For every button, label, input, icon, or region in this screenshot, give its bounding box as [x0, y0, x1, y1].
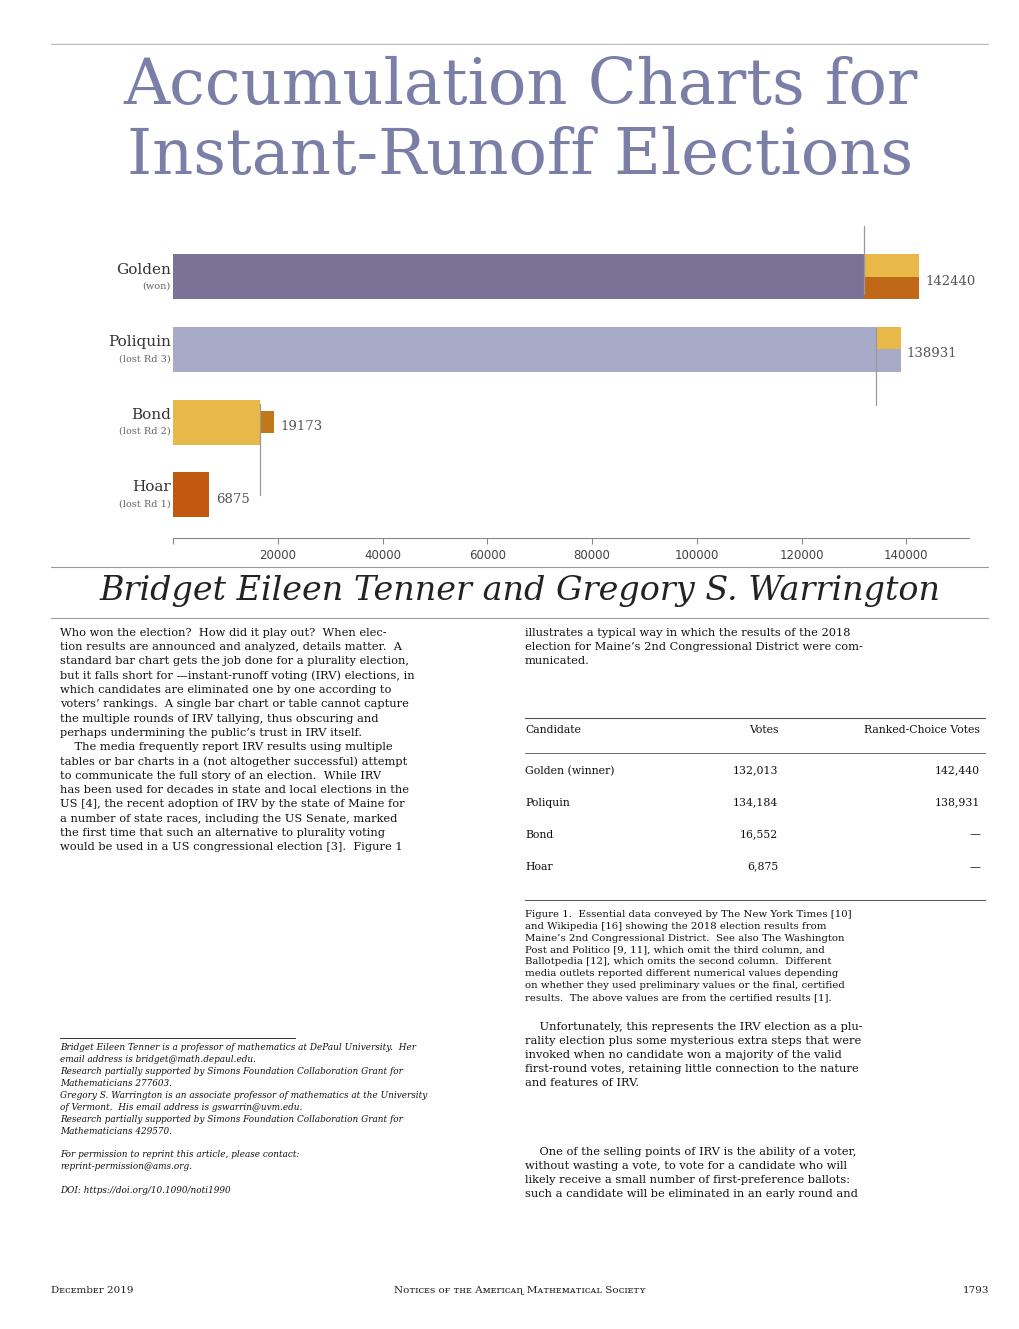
Text: Hoar: Hoar [132, 480, 171, 494]
Text: Unfortunately, this represents the IRV election as a plu-
rality election plus s: Unfortunately, this represents the IRV e… [525, 1022, 862, 1088]
Text: Who won the election?  How did it play out?  When elec-
tion results are announc: Who won the election? How did it play ou… [60, 627, 415, 852]
Text: (lost Rd 3): (lost Rd 3) [119, 355, 171, 363]
Text: Poliquin: Poliquin [525, 797, 569, 808]
Text: —: — [968, 829, 979, 840]
Bar [863, 276, 918, 299]
Text: Votes: Votes [748, 726, 777, 735]
Text: (won): (won) [143, 282, 171, 291]
Text: (lost Rd 1): (lost Rd 1) [119, 500, 171, 509]
Text: Golden (winner): Golden (winner) [525, 766, 613, 776]
Text: Figure 1.  Essential data conveyed by The New York Times [10]
and Wikipedia [16]: Figure 1. Essential data conveyed by The… [525, 909, 851, 1002]
Text: Bond: Bond [525, 829, 552, 840]
Bar [875, 327, 900, 350]
Text: One of the selling points of IRV is the ability of a voter,
without wasting a vo: One of the selling points of IRV is the … [525, 1147, 857, 1199]
Text: Nᴏᴛɪcᴇs ᴏғ ᴛʜᴇ Aᴍᴇrɪcᴀɳ Mᴀᴛʜᴇᴍᴀᴛɪcᴀʟ Sᴏᴄɪᴇᴛʏ: Nᴏᴛɪcᴇs ᴏғ ᴛʜᴇ Aᴍᴇrɪcᴀɳ Mᴀᴛʜᴇᴍᴀᴛɪcᴀʟ Sᴏᴄ… [394, 1286, 645, 1294]
Text: Golden: Golden [116, 263, 171, 276]
Bar [173, 254, 863, 299]
Text: 134,184: 134,184 [733, 797, 777, 808]
Text: Bridget Eileen Tenner is a professor of mathematics at DePaul University.  Her
e: Bridget Eileen Tenner is a professor of … [60, 1043, 427, 1195]
Text: 132,013: 132,013 [732, 766, 777, 776]
Text: Ranked-Choice Votes: Ranked-Choice Votes [863, 726, 979, 735]
Bar [260, 411, 273, 433]
Text: 138,931: 138,931 [933, 797, 979, 808]
Text: Dᴇcᴇmbᴇr 2019: Dᴇcᴇmbᴇr 2019 [51, 1286, 133, 1294]
Text: 19173: 19173 [280, 420, 322, 433]
Text: Accumulation Charts for
Instant-Runoff Elections: Accumulation Charts for Instant-Runoff E… [123, 56, 916, 186]
Text: illustrates a typical way in which the results of the 2018
election for Maine’s : illustrates a typical way in which the r… [525, 627, 862, 666]
Text: 6,875: 6,875 [746, 861, 777, 872]
Text: Poliquin: Poliquin [108, 335, 171, 350]
Bar [863, 254, 918, 276]
Text: 138931: 138931 [906, 347, 957, 360]
Bar [173, 472, 209, 517]
Text: Candidate: Candidate [525, 726, 580, 735]
Text: —: — [968, 861, 979, 872]
Text: Hoar: Hoar [525, 861, 552, 872]
Text: 6875: 6875 [215, 493, 250, 505]
Bar [173, 400, 260, 444]
Text: (lost Rd 2): (lost Rd 2) [119, 427, 171, 436]
Text: 1793: 1793 [962, 1286, 988, 1294]
Bar [173, 327, 875, 372]
Text: Bond: Bond [131, 408, 171, 421]
Text: 142,440: 142,440 [934, 766, 979, 776]
Text: Bridget Eileen Tenner and Gregory S. Warrington: Bridget Eileen Tenner and Gregory S. War… [100, 575, 940, 607]
Text: 142440: 142440 [924, 275, 974, 287]
Text: 16,552: 16,552 [740, 829, 777, 840]
Bar [875, 350, 900, 372]
